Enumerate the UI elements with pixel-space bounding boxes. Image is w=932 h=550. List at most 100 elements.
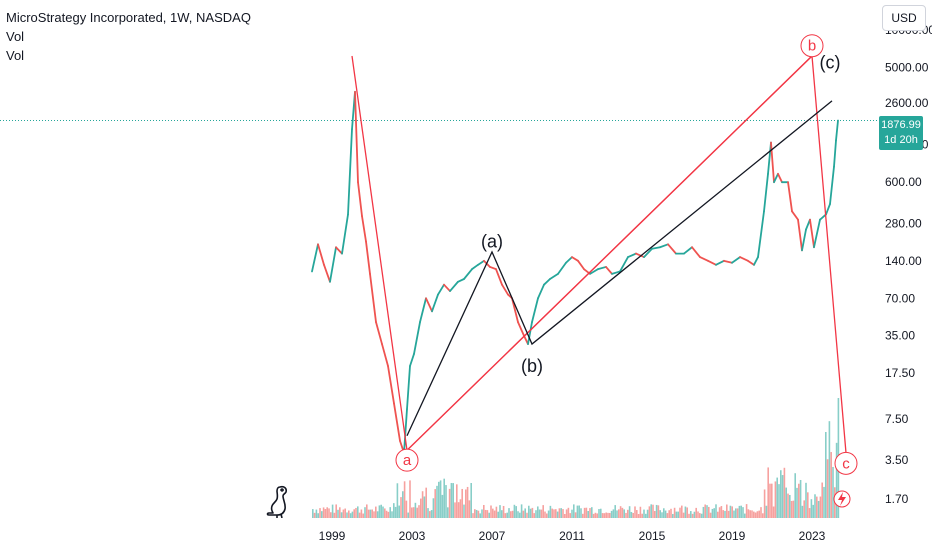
volume-bar: [508, 508, 510, 518]
volume-bar: [317, 513, 319, 518]
volume-bar: [436, 485, 438, 518]
volume-bar: [650, 504, 652, 518]
x-tick-label: 2011: [559, 529, 585, 543]
volume-bar: [441, 494, 444, 518]
price-segment: [825, 203, 831, 216]
volume-bar: [641, 513, 643, 518]
volume-bar: [812, 504, 814, 518]
volume-bar: [384, 508, 386, 518]
dinosaur-logo-icon[interactable]: [265, 484, 293, 518]
volume-bar: [351, 511, 354, 518]
volume-bar: [780, 470, 782, 518]
volume-bar: [560, 508, 562, 518]
volume-bar: [740, 505, 742, 518]
volume-bar: [538, 509, 541, 518]
price-segment: [739, 256, 749, 262]
volume-bar: [438, 481, 440, 518]
volume-bar: [643, 509, 645, 518]
volume-bar: [747, 509, 750, 518]
volume-bar: [556, 511, 559, 518]
x-axis[interactable]: 1999 2003 2007 2011 2015 2019 2023: [319, 529, 826, 543]
y-axis[interactable]: 10000.005000.002600.001200.00600.00280.0…: [885, 23, 932, 506]
chart-title[interactable]: MicroStrategy Incorporated, 1W, NASDAQ: [6, 10, 251, 25]
volume-bar: [672, 513, 674, 518]
volume-bar: [817, 500, 820, 518]
volume-bar: [823, 486, 825, 518]
volume-bar: [731, 506, 733, 518]
indicator-vol-2[interactable]: Vol: [6, 48, 25, 63]
volume-bar: [601, 513, 604, 518]
price-segment: [449, 280, 459, 292]
volume-bar: [492, 508, 494, 518]
price-segment: [517, 321, 525, 337]
volume-bar: [364, 507, 366, 518]
currency-button[interactable]: USD: [882, 5, 926, 31]
volume-bar: [391, 511, 393, 518]
volume-bar: [623, 509, 625, 518]
volume-bar: [470, 483, 472, 518]
volume-bar: [376, 511, 379, 518]
lightning-icon[interactable]: [833, 490, 851, 508]
indicator-vol-1[interactable]: Vol: [6, 29, 25, 44]
price-segment: [317, 243, 325, 266]
price-segment: [437, 283, 445, 296]
price-segment: [425, 297, 433, 313]
volume-bar: [497, 511, 499, 518]
price-segment: [829, 165, 835, 205]
volume-bar: [457, 502, 460, 518]
volume-bar: [706, 505, 708, 518]
volume-bar: [429, 511, 431, 518]
volume-bar: [502, 505, 505, 518]
volume-bar: [321, 511, 323, 518]
volume-bar: [796, 487, 798, 518]
volume-bar: [362, 513, 364, 518]
volume-bar: [826, 459, 829, 518]
volume-bar: [445, 485, 447, 518]
price-segment: [557, 261, 567, 275]
volume-bar: [486, 510, 489, 518]
volume-bar: [618, 509, 620, 518]
price-segment: [511, 297, 519, 324]
price-segment: [329, 246, 337, 283]
volume-bar: [520, 504, 523, 518]
volume-bar: [637, 513, 640, 518]
price-segment: [501, 283, 509, 296]
price-segment: [463, 268, 473, 280]
volume-bar: [490, 505, 492, 518]
volume-bar: [675, 511, 678, 518]
volume-bar: [652, 504, 654, 518]
price-segment: [835, 119, 839, 142]
volume-bar: [430, 510, 433, 518]
volume-bar: [722, 510, 724, 518]
volume-bar: [690, 511, 692, 518]
price-segment: [753, 256, 759, 266]
volume-bar: [387, 511, 390, 518]
volume-bar: [501, 510, 503, 518]
volume-bar: [479, 513, 481, 518]
wave-label-b: b: [808, 38, 816, 55]
volume-bar: [592, 513, 595, 518]
volume-bar: [380, 504, 382, 518]
price-segment: [611, 270, 621, 275]
wave-label-(c): (c): [820, 52, 841, 72]
volume-bar: [655, 504, 658, 518]
volume-bar: [756, 511, 759, 518]
volume-bar: [596, 513, 598, 518]
price-segment: [757, 210, 765, 258]
volume-bar: [475, 509, 478, 518]
price-segment: [489, 266, 497, 271]
volume-bar: [328, 508, 330, 518]
volume-bar: [558, 508, 561, 518]
price-segment: [471, 263, 479, 271]
volume-bar: [767, 467, 769, 518]
volume-bar: [645, 513, 647, 518]
price-segment: [361, 215, 367, 243]
volume-bar: [389, 507, 391, 518]
volume-bar: [807, 492, 809, 518]
price-segment: [457, 278, 465, 283]
price-segment: [773, 172, 779, 184]
volume-bar: [549, 505, 552, 518]
volume-bar: [394, 506, 397, 518]
volume-bar: [769, 483, 771, 518]
